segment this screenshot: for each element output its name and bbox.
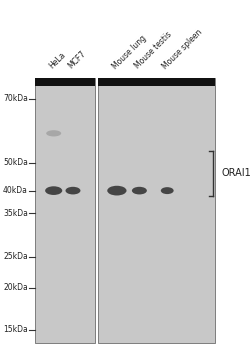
Ellipse shape xyxy=(131,187,146,195)
Bar xyxy=(97,78,215,343)
Ellipse shape xyxy=(107,186,126,196)
Ellipse shape xyxy=(45,186,62,195)
Text: 40kDa: 40kDa xyxy=(3,186,28,195)
Text: 35kDa: 35kDa xyxy=(3,209,28,218)
Ellipse shape xyxy=(65,187,80,195)
Ellipse shape xyxy=(160,187,173,194)
Text: 50kDa: 50kDa xyxy=(3,158,28,167)
Text: Mouse testis: Mouse testis xyxy=(133,30,173,71)
Text: Mouse lung: Mouse lung xyxy=(110,33,147,71)
Text: ORAI1: ORAI1 xyxy=(221,168,251,178)
Ellipse shape xyxy=(46,130,61,136)
Bar xyxy=(35,78,95,343)
Text: HeLa: HeLa xyxy=(47,51,67,71)
Text: 15kDa: 15kDa xyxy=(3,325,28,334)
Text: 70kDa: 70kDa xyxy=(3,94,28,103)
Text: 25kDa: 25kDa xyxy=(3,252,28,261)
Text: MCF7: MCF7 xyxy=(66,50,87,71)
Bar xyxy=(35,78,95,86)
Text: 20kDa: 20kDa xyxy=(3,284,28,292)
Text: Mouse spleen: Mouse spleen xyxy=(160,27,203,71)
Bar xyxy=(97,78,215,86)
